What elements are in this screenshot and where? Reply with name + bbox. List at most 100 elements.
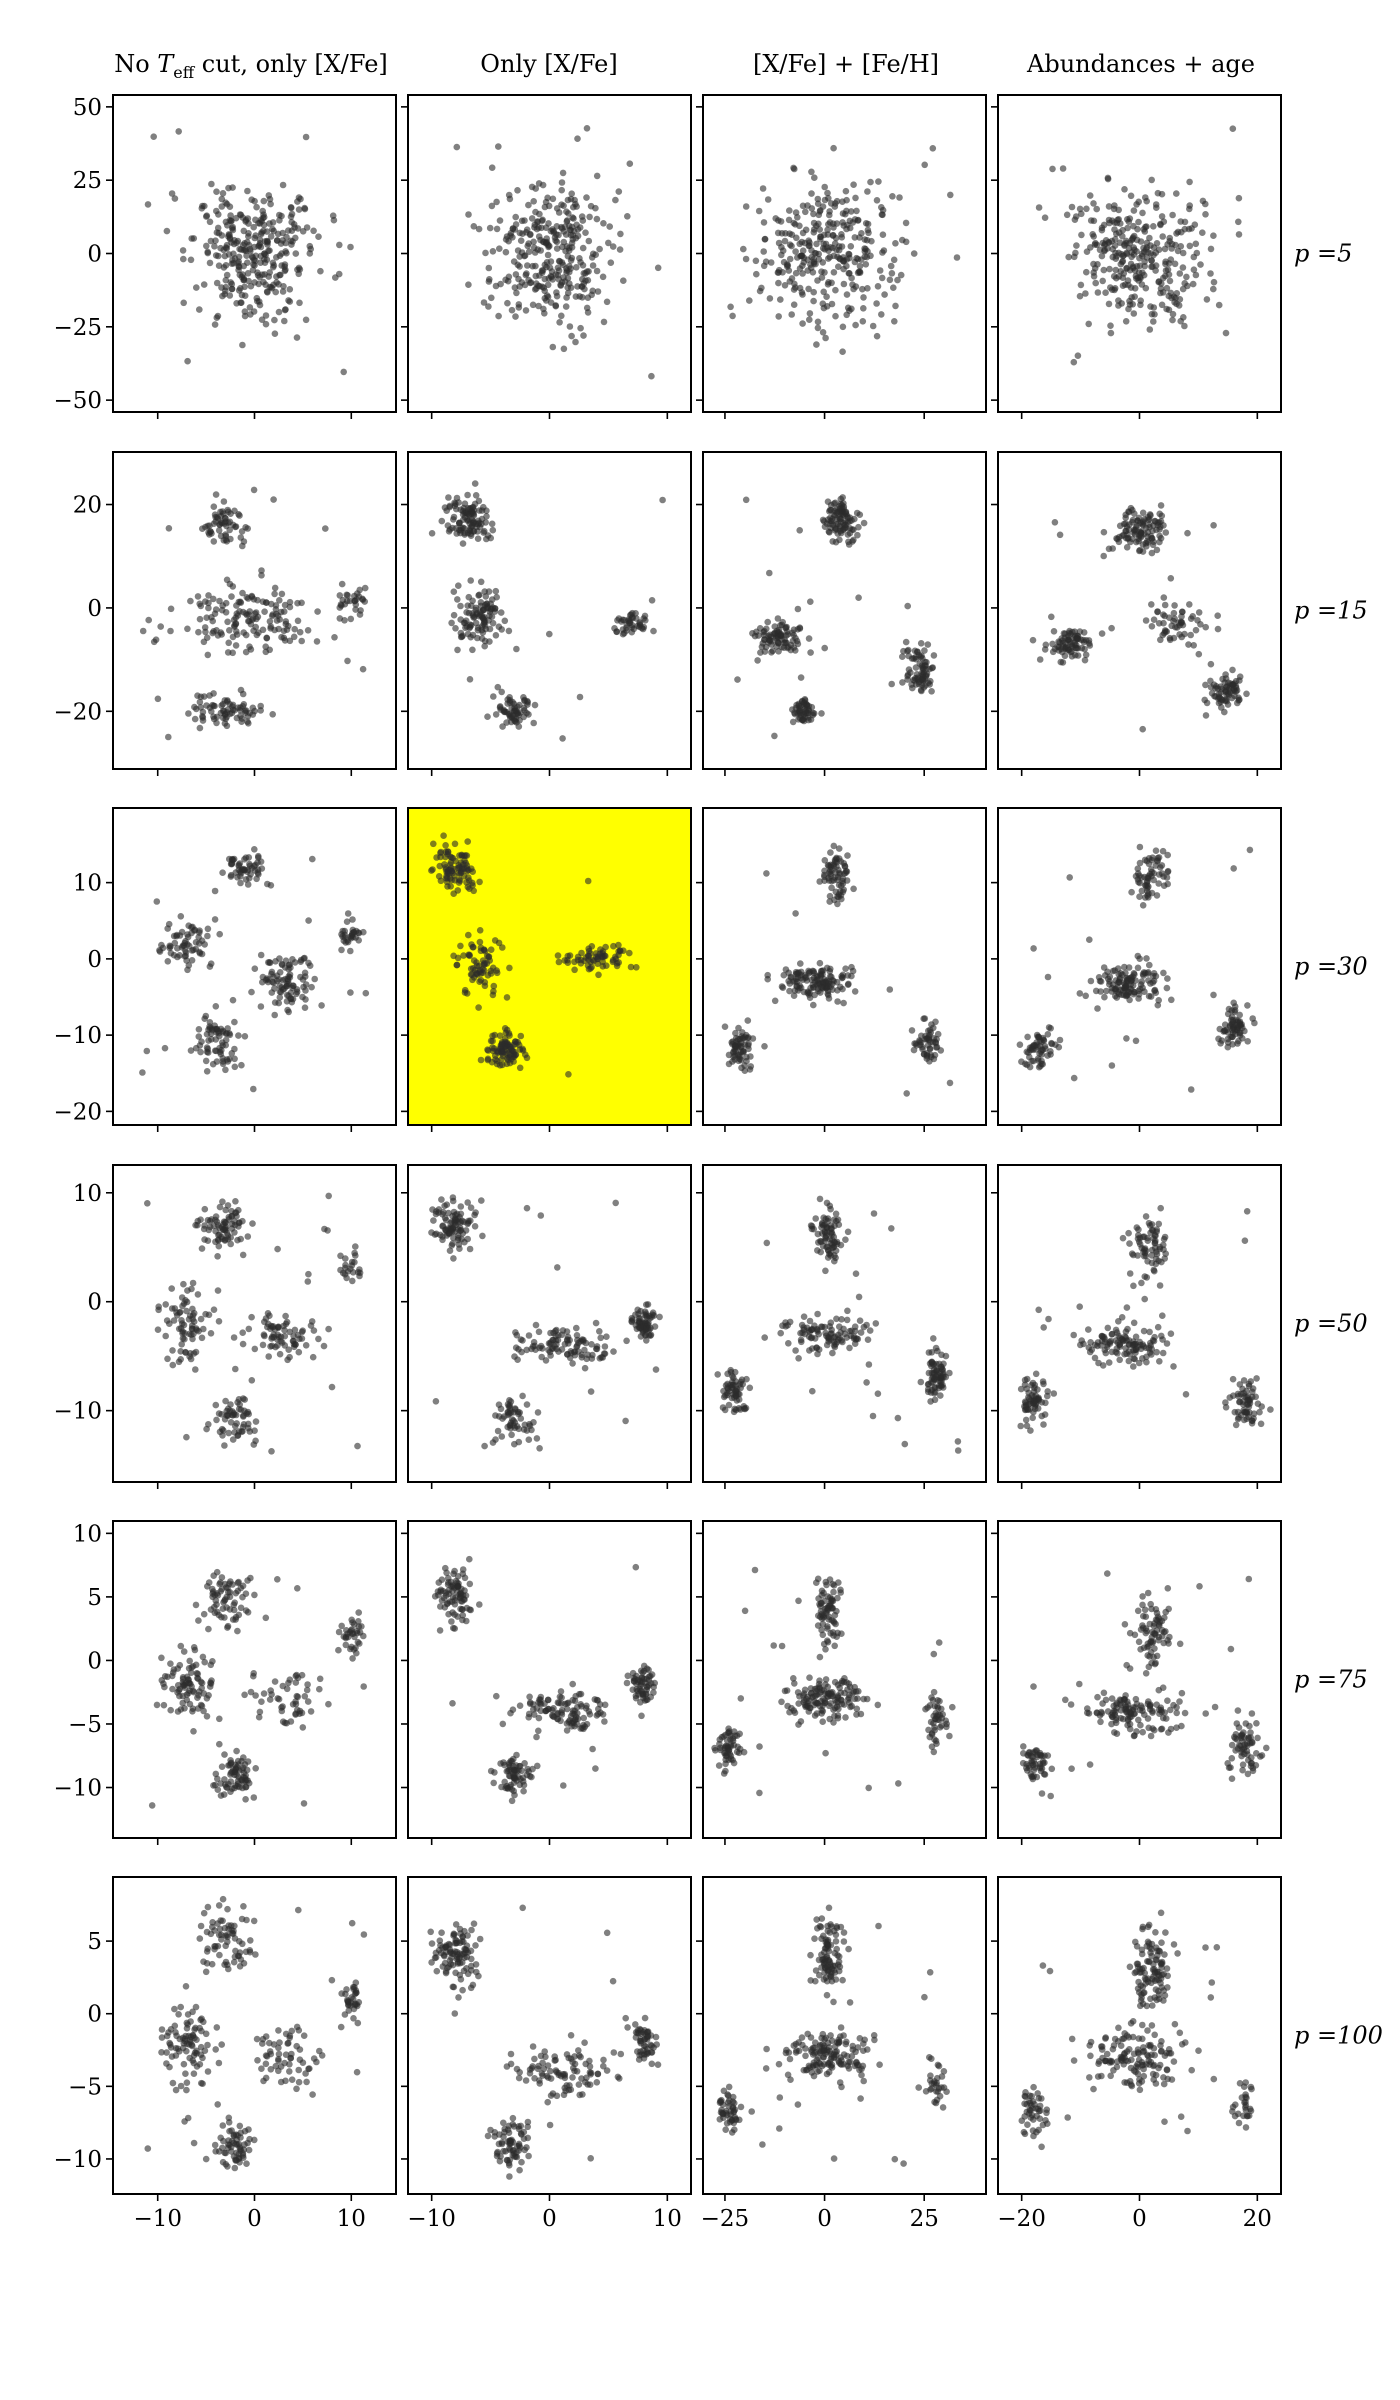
- data-point: [560, 345, 568, 353]
- data-point: [595, 971, 602, 979]
- data-point: [577, 324, 584, 332]
- data-point: [260, 221, 268, 229]
- data-point: [1134, 964, 1142, 972]
- data-point: [492, 1436, 499, 1443]
- data-point: [1070, 358, 1078, 366]
- data-point: [1130, 207, 1138, 214]
- data-point: [296, 628, 304, 636]
- data-point: [580, 280, 588, 287]
- data-point: [1207, 270, 1214, 277]
- data-point: [1179, 249, 1187, 257]
- data-point: [790, 164, 797, 172]
- data-point: [806, 316, 813, 324]
- data-point: [900, 647, 907, 655]
- data-point: [237, 686, 245, 694]
- data-point: [1143, 955, 1150, 962]
- data-point: [1183, 273, 1190, 281]
- data-point: [530, 198, 537, 205]
- data-point: [624, 213, 631, 220]
- data-point: [226, 627, 233, 634]
- data-point: [1118, 250, 1125, 258]
- data-point: [490, 982, 498, 990]
- data-point: [221, 514, 229, 522]
- data-point: [1167, 256, 1175, 263]
- data-point: [547, 1339, 554, 1346]
- data-point: [1106, 265, 1113, 273]
- data-point: [1111, 219, 1118, 226]
- data-point: [165, 525, 173, 532]
- data-point: [214, 1287, 222, 1294]
- data-point: [343, 918, 351, 925]
- data-point: [886, 986, 894, 993]
- panel-grid: −50−2502550−20020−20−10010−10010−10−5051…: [53, 94, 1282, 2232]
- data-point: [304, 1278, 312, 1285]
- data-point: [1210, 991, 1217, 999]
- data-point: [873, 197, 881, 204]
- data-point: [267, 233, 275, 240]
- data-point: [806, 1347, 813, 1354]
- data-point: [806, 310, 814, 317]
- data-point: [278, 590, 286, 598]
- data-point: [851, 234, 859, 241]
- data-point: [1123, 239, 1130, 247]
- data-point: [616, 246, 624, 253]
- data-point: [789, 718, 797, 726]
- data-point: [143, 1047, 151, 1055]
- data-point: [168, 190, 176, 197]
- data-point: [497, 609, 505, 616]
- data-point: [230, 1334, 238, 1341]
- data-point: [223, 1412, 231, 1419]
- data-point: [889, 193, 896, 200]
- data-point: [457, 602, 464, 610]
- data-point: [513, 1423, 521, 1430]
- data-point: [823, 1341, 831, 1349]
- scatter-panel: [401, 451, 692, 776]
- data-point: [209, 617, 216, 625]
- data-point: [192, 939, 200, 946]
- data-point: [813, 341, 820, 348]
- data-point: [1107, 322, 1114, 330]
- data-point: [947, 191, 954, 199]
- data-point: [234, 1432, 242, 1439]
- data-point: [583, 194, 590, 201]
- data-point: [559, 169, 567, 177]
- scatter-panel: [696, 451, 987, 776]
- data-point: [628, 1318, 636, 1326]
- data-point: [1219, 696, 1226, 704]
- data-point: [1223, 684, 1230, 691]
- data-point: [1148, 623, 1156, 630]
- data-point: [1103, 987, 1110, 995]
- data-point: [246, 617, 253, 625]
- data-point: [1105, 300, 1113, 308]
- y-tick-label: 10: [73, 1181, 102, 1207]
- data-point: [207, 528, 214, 535]
- data-point: [213, 1026, 220, 1033]
- y-tick-label: 50: [73, 95, 102, 121]
- data-point: [746, 1384, 754, 1392]
- data-point: [223, 200, 231, 208]
- data-point: [239, 866, 246, 873]
- data-point: [626, 949, 633, 957]
- data-point: [201, 1015, 208, 1022]
- data-point: [285, 1346, 293, 1353]
- data-point: [800, 1313, 808, 1320]
- data-point: [1122, 527, 1130, 535]
- data-point: [840, 999, 847, 1007]
- data-point: [1207, 660, 1215, 668]
- data-point: [873, 332, 881, 340]
- data-point: [828, 884, 835, 892]
- data-point: [805, 716, 812, 724]
- data-point: [283, 249, 290, 257]
- data-point: [1105, 216, 1113, 224]
- data-point: [1236, 673, 1244, 680]
- data-point: [243, 238, 251, 246]
- data-point: [278, 984, 286, 991]
- data-point: [276, 597, 283, 604]
- data-point: [144, 201, 152, 208]
- data-point: [488, 164, 496, 171]
- data-point: [597, 1334, 604, 1342]
- data-point: [612, 1199, 619, 1207]
- data-point: [555, 958, 563, 966]
- data-point: [203, 702, 210, 709]
